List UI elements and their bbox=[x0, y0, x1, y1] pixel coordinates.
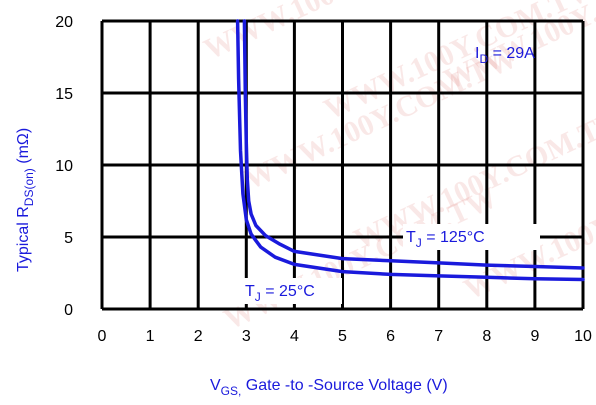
x-tick-label: 3 bbox=[242, 328, 251, 345]
x-tick-label: 1 bbox=[146, 328, 155, 345]
y-tick-label: 15 bbox=[55, 86, 73, 103]
x-tick-label: 6 bbox=[386, 328, 395, 345]
annotation-id-current: ID = 29A bbox=[475, 45, 535, 66]
x-tick-label: 2 bbox=[194, 328, 203, 345]
annotation-tj-125c: TJ = 125°C bbox=[406, 229, 485, 250]
x-tick-label: 4 bbox=[290, 328, 299, 345]
series-layer bbox=[235, 19, 585, 282]
series-line-tj-25c bbox=[235, 19, 585, 282]
x-tick-label: 5 bbox=[338, 328, 347, 345]
x-tick-labels: 0 1 2 3 4 5 6 7 8 9 10 bbox=[98, 328, 592, 345]
series-line-tj-125c bbox=[242, 19, 585, 270]
x-axis-label: VGS, Gate -to -Source Voltage (V) bbox=[210, 377, 448, 398]
x-tick-label: 0 bbox=[98, 328, 107, 345]
annotation-125c-background bbox=[403, 224, 540, 250]
y-axis-label: Typical RDS(on) (mΩ) bbox=[15, 128, 36, 272]
y-tick-label: 10 bbox=[55, 158, 73, 175]
x-tick-label: 10 bbox=[574, 328, 592, 345]
annotation-25c-background bbox=[242, 278, 342, 304]
x-tick-label: 8 bbox=[482, 328, 491, 345]
x-tick-label: 7 bbox=[434, 328, 443, 345]
annotation-tj-25c: TJ = 25°C bbox=[245, 283, 315, 304]
y-tick-label: 20 bbox=[55, 14, 73, 31]
y-tick-labels: 0 5 10 15 20 bbox=[55, 14, 73, 319]
y-tick-label: 0 bbox=[64, 302, 73, 319]
x-tick-label: 9 bbox=[530, 328, 539, 345]
y-tick-label: 5 bbox=[64, 230, 73, 247]
